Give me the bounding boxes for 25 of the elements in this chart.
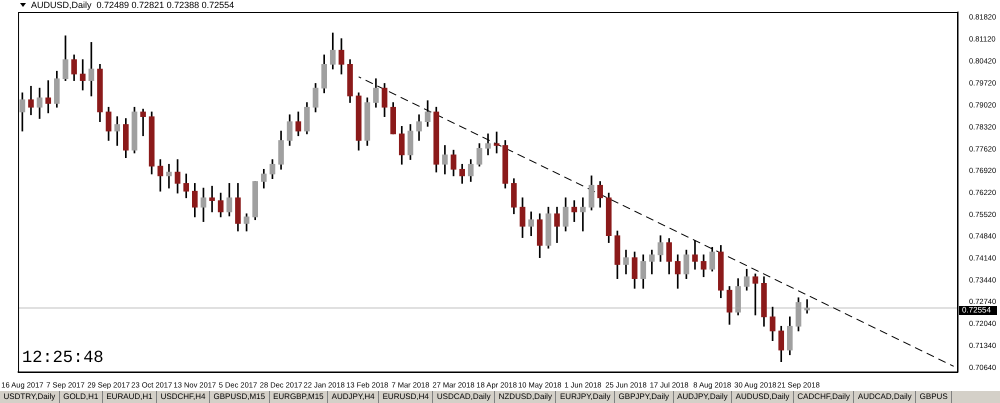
text: AUDJPY,H4 — [328, 391, 380, 403]
text: EURAUD,H1 — [102, 391, 158, 403]
candlestick — [692, 240, 698, 270]
text: AUDUSD,Daily — [732, 391, 794, 403]
text: USDCHF,H4 — [157, 391, 210, 403]
candlestick — [166, 164, 172, 188]
text: EURJPY,Daily — [556, 391, 616, 403]
text: CADCHF,Daily — [794, 391, 854, 403]
text: EURGBP,M15 — [270, 391, 328, 403]
text: USDCAD,Daily — [433, 391, 496, 403]
text: NZDUSD,Daily — [495, 391, 556, 403]
text: AUDCAD,Daily — [854, 391, 916, 403]
text: GBPJPY,Daily — [615, 391, 674, 403]
candlestick — [485, 134, 491, 156]
text: GBPUS — [916, 391, 952, 403]
text: USDTRY,Daily — [0, 391, 60, 403]
text: EURUSD,H4 — [379, 391, 434, 403]
text: GBPUSD,M15 — [210, 391, 270, 403]
ref-line-label: 0.72554 — [962, 306, 992, 315]
text: GOLD,H1 — [60, 391, 103, 403]
chart-subtitle: 0.72489 0.72821 0.72388 0.72554 — [96, 0, 234, 10]
candlestick — [209, 186, 215, 212]
annotation: 12:25:48 — [22, 349, 104, 368]
chart-title: AUDUSD,Daily — [31, 0, 92, 10]
text: AUDJPY,Daily — [674, 391, 732, 403]
